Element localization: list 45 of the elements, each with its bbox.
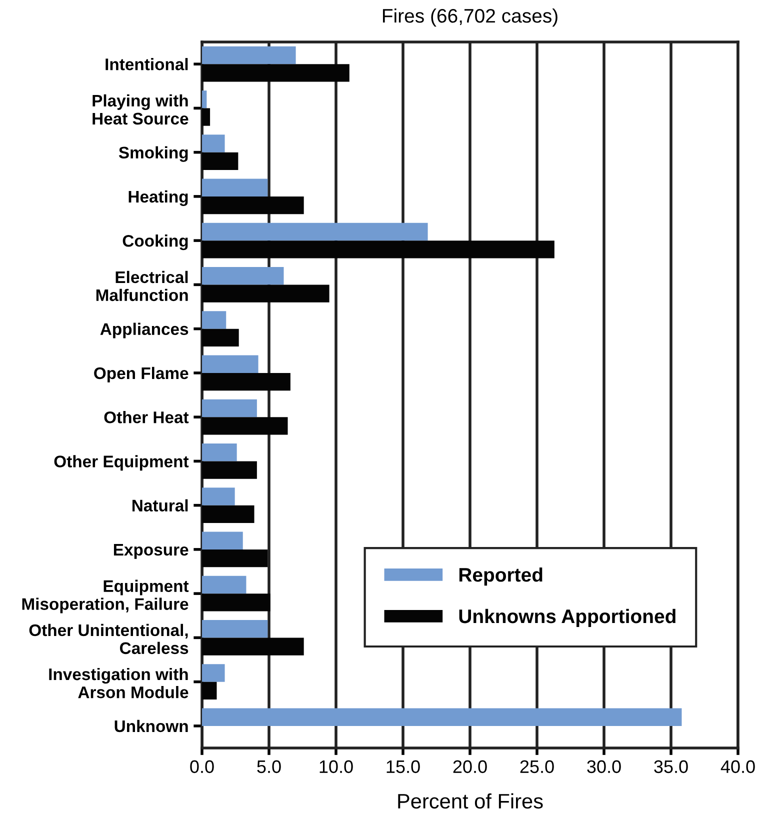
bar (202, 90, 207, 108)
x-tick-label: 15.0 (386, 760, 420, 774)
y-tick-label: Unknown (114, 720, 188, 732)
y-tick-label: Electrical Malfunction (96, 270, 188, 302)
x-tick-label: 25.0 (520, 760, 554, 774)
y-tick-label: Other Unintentional, Careless (29, 624, 188, 654)
y-tick-label: Exposure (114, 544, 188, 559)
bar (202, 444, 237, 462)
y-tick-label: Heating (128, 190, 188, 206)
y-tick-label: Cooking (122, 234, 188, 250)
bar (202, 664, 225, 682)
bar (202, 134, 225, 152)
bar (202, 708, 682, 726)
bar (202, 488, 235, 506)
y-tick-label: Natural (132, 499, 188, 512)
chart-title: Fires (66,702 cases) (382, 8, 558, 27)
bar (202, 355, 258, 373)
x-tick-label: 10.0 (320, 760, 353, 774)
y-tick-label: Smoking (118, 146, 188, 162)
bar (202, 399, 257, 418)
bar (202, 222, 428, 241)
x-tick-label: 35.0 (654, 760, 688, 774)
x-tick-label: 5.0 (257, 760, 281, 774)
x-tick-label: 20.0 (453, 760, 487, 774)
y-tick-label: Investigation with Arson Module (49, 668, 188, 698)
legend-label: Unknowns Apportioned (459, 608, 676, 628)
x-tick-label: 0.0 (190, 760, 214, 774)
y-tick-label: Other Heat (104, 411, 189, 424)
bar (202, 620, 268, 638)
y-tick-label: Other Equipment (54, 455, 189, 471)
y-tick-label: Appliances (100, 322, 188, 338)
y-tick-label: Intentional (106, 58, 188, 70)
bar (202, 267, 284, 285)
y-tick-label: Open Flame (94, 366, 188, 382)
bar (202, 576, 246, 594)
x-tick-label: 30.0 (587, 760, 621, 774)
x-axis-title: Percent of Fires (398, 793, 543, 809)
y-tick-label: Equipment Misoperation, Failure (22, 580, 189, 614)
x-tick-label: 40.0 (720, 760, 755, 774)
bar (202, 532, 243, 550)
bar (202, 178, 268, 196)
bar (202, 311, 226, 329)
y-tick-label: Playing with Heat Source (92, 94, 188, 125)
legend-label: Reported (459, 567, 542, 586)
bar (202, 46, 296, 64)
